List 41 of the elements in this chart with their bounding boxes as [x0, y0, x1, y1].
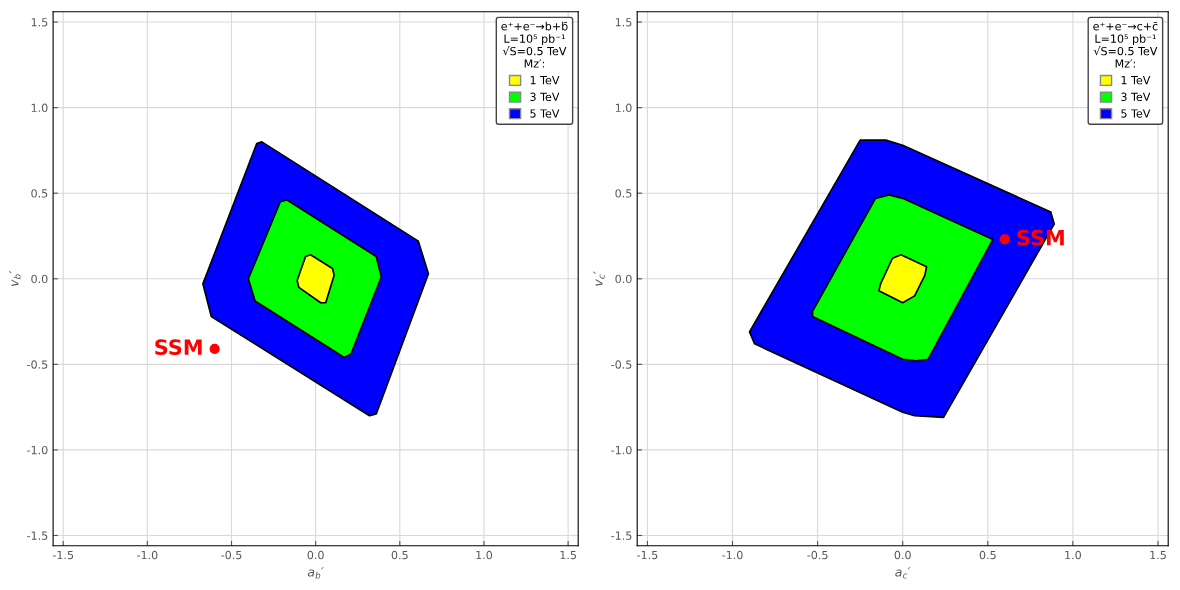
y-tick-label: 1.5	[31, 18, 48, 27]
y-tick-label: -1.5	[27, 531, 48, 540]
y-axis-title: v$_{c}$′	[593, 271, 605, 286]
legend-title: e⁺+e⁻→b+b̄ L=10⁵ pb⁻¹ √S=0.5 TeV Mz′:	[501, 21, 568, 68]
y-tick-label: 1.0	[615, 103, 632, 113]
x-tick-label: -1.0	[722, 550, 743, 560]
y-tick-label: 0.0	[615, 274, 632, 284]
legend-label: 1 TeV	[530, 76, 560, 85]
legend-label: 3 TeV	[530, 92, 560, 102]
x-tick-label: -0.5	[807, 550, 828, 560]
y-tick-label: 0.0	[31, 274, 48, 284]
x-tick-label: 1.0	[1065, 550, 1081, 560]
series-label: SSM	[155, 339, 202, 355]
x-tick-label: -1.0	[137, 550, 158, 560]
y-tick-label: 0.5	[615, 189, 632, 198]
x-tick-label: 0.5	[391, 550, 408, 560]
x-tick-label: 0.0	[307, 550, 324, 560]
x-tick-label: -1.5	[637, 550, 658, 560]
y-tick-label: 0.5	[31, 189, 48, 198]
x-tick-label: 0.5	[979, 550, 996, 560]
x-tick-label: 1.5	[560, 550, 576, 560]
y-tick-label: -1.0	[27, 445, 48, 455]
y-tick-label: -1.5	[611, 531, 632, 540]
legend-label: 5 TeV	[1121, 109, 1151, 118]
x-axis-title: a$_{b}$′	[307, 567, 324, 579]
y-tick-label: 1.0	[31, 103, 48, 113]
y-tick-label: -0.5	[611, 360, 632, 369]
y-tick-label: -0.5	[27, 360, 48, 369]
y-tick-label: 1.5	[615, 18, 632, 27]
x-axis-title: a$_{c}$′	[895, 567, 911, 579]
x-tick-label: -0.5	[221, 550, 242, 560]
legend-label: 1 TeV	[1121, 76, 1151, 85]
x-tick-label: 1.0	[476, 550, 493, 560]
x-tick-label: -1.5	[52, 550, 74, 560]
x-tick-label: 1.5	[1150, 550, 1166, 560]
legend-label: 3 TeV	[1121, 92, 1151, 102]
y-tick-label: -1.0	[611, 445, 632, 455]
legend-label: 5 TeV	[530, 109, 560, 118]
y-axis-title: v$_{b}$′	[9, 270, 21, 287]
x-tick-label: 0.0	[894, 550, 911, 560]
legend-title: e⁺+e⁻→c+c̄ L=10⁵ pb⁻¹ √S=0.5 TeV Mz′:	[1093, 21, 1158, 68]
